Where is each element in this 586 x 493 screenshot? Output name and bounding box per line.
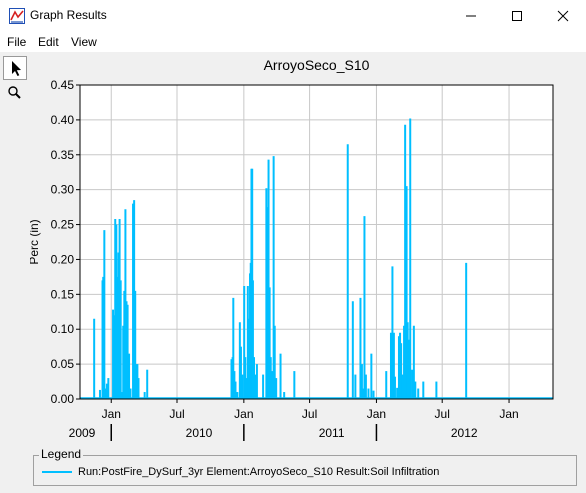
legend-box	[33, 455, 577, 486]
zoom-tool-button[interactable]	[3, 81, 27, 105]
x-tick-label: Jul	[169, 407, 184, 421]
arrow-pointer-icon	[12, 61, 21, 76]
y-tick-label: 0.20	[51, 252, 75, 266]
graph-app-icon	[9, 8, 25, 24]
legend-title: Legend	[39, 447, 84, 461]
minimize-button[interactable]	[448, 0, 494, 31]
window-title: Graph Results	[30, 8, 107, 22]
year-label: 2010	[186, 426, 213, 440]
maximize-icon	[512, 11, 522, 21]
zoom-magnifier-icon	[8, 86, 21, 99]
y-tick-label: 0.05	[51, 357, 75, 371]
plot-frame	[79, 84, 554, 400]
menu-file[interactable]: File	[7, 35, 27, 49]
legend-series-swatch	[42, 471, 72, 473]
menu-edit[interactable]: Edit	[38, 35, 59, 49]
infiltration-chart: 0.00 0.05 0.10 0.15 0.20 0.25 0.30 0.35 0.40 0.45…	[27, 57, 554, 441]
y-tick-label: 0.10	[51, 322, 75, 336]
x-tick-label: Jan	[499, 407, 518, 421]
x-tick-label: Jan	[367, 407, 386, 421]
close-button[interactable]	[540, 0, 586, 31]
menu-bar: File Edit View	[0, 31, 586, 52]
x-tick-label: Jul	[302, 407, 317, 421]
x-tick-label: Jan	[234, 407, 253, 421]
close-icon	[557, 10, 569, 22]
x-tick-label: Jan	[102, 407, 121, 421]
graph-toolbar	[0, 52, 30, 444]
year-label: 2012	[451, 426, 478, 440]
year-label: 2009	[69, 426, 96, 440]
select-tool-button[interactable]	[3, 56, 27, 80]
legend-series-label: Run:PostFire_DySurf_3yr Element:ArroyoSe…	[78, 466, 440, 478]
y-tick-label: 0.30	[51, 183, 75, 197]
plot-background	[80, 85, 553, 399]
menu-view[interactable]: View	[71, 35, 97, 49]
y-tick-label: 0.40	[51, 113, 75, 127]
chart-area: 0.00 0.05 0.10 0.15 0.20 0.25 0.30 0.35 0.40 0.45…	[27, 52, 586, 444]
year-label: 2011	[319, 426, 345, 440]
title-bar: Graph Results	[0, 0, 586, 32]
x-tick-label: Jul	[435, 407, 450, 421]
y-tick-label: 0.25	[51, 218, 75, 232]
y-tick-label: 0.15	[51, 287, 75, 301]
y-tick-label: 0.45	[51, 78, 75, 92]
minimize-icon	[466, 15, 476, 17]
maximize-button[interactable]	[494, 0, 540, 31]
y-tick-label: 0.35	[51, 148, 75, 162]
y-axis-label: Perc (in)	[30, 219, 41, 264]
y-tick-label: 0.00	[51, 392, 75, 406]
chart-title: ArroyoSeco_S10	[264, 57, 370, 73]
